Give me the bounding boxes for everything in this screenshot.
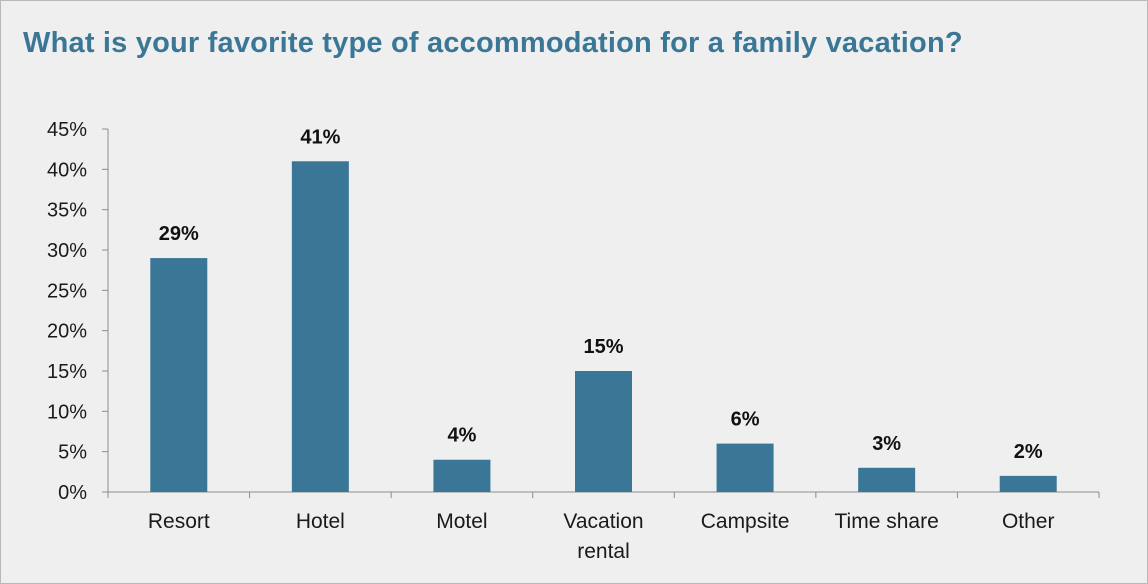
bar-motel bbox=[433, 459, 491, 492]
y-tick-label: 35% bbox=[47, 200, 87, 222]
bar-time-share bbox=[858, 467, 916, 492]
y-tick-label: 30% bbox=[47, 240, 87, 262]
x-category-label: rental bbox=[577, 540, 630, 563]
bar-other bbox=[999, 475, 1057, 492]
x-category-label: Resort bbox=[148, 510, 210, 533]
chart-title: What is your favorite type of accommodat… bbox=[23, 27, 963, 59]
data-label: 2% bbox=[1014, 441, 1043, 463]
x-category-label: Vacation bbox=[563, 510, 643, 533]
y-tick-label: 15% bbox=[47, 361, 87, 383]
y-tick-label: 0% bbox=[58, 482, 87, 504]
data-label: 6% bbox=[731, 409, 760, 431]
bar-resort bbox=[150, 258, 208, 492]
x-category-label: Motel bbox=[436, 510, 487, 533]
data-label: 15% bbox=[583, 336, 623, 358]
y-tick-label: 20% bbox=[47, 321, 87, 343]
x-category-label: Time share bbox=[835, 510, 939, 533]
data-label: 4% bbox=[447, 425, 476, 447]
bar-vacation-rental bbox=[575, 371, 632, 492]
y-tick-label: 5% bbox=[58, 442, 87, 464]
data-label: 41% bbox=[300, 126, 340, 148]
x-category-label: Hotel bbox=[296, 510, 345, 533]
y-tick-label: 10% bbox=[47, 401, 87, 423]
data-label: 29% bbox=[159, 223, 199, 245]
y-tick-label: 45% bbox=[47, 119, 87, 141]
x-category-label: Campsite bbox=[701, 510, 790, 533]
bar-hotel bbox=[291, 161, 349, 492]
x-category-label: Other bbox=[1002, 510, 1055, 533]
bar-campsite bbox=[716, 443, 774, 492]
y-tick-label: 25% bbox=[47, 280, 87, 302]
y-tick-label: 40% bbox=[47, 159, 87, 181]
data-label: 3% bbox=[872, 433, 901, 455]
